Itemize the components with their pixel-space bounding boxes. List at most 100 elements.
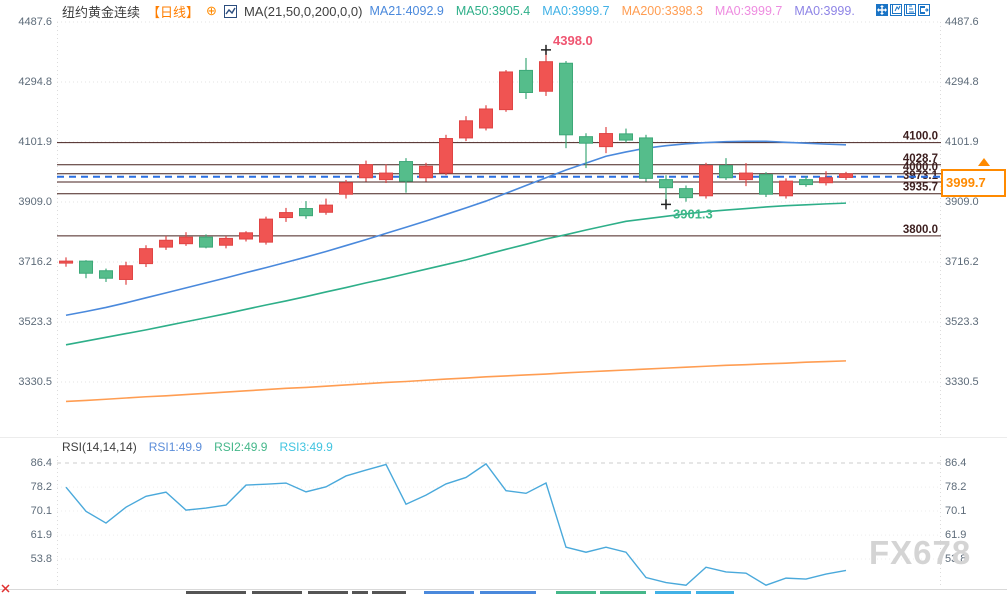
candle bbox=[539, 61, 553, 92]
candle bbox=[139, 248, 153, 265]
ma-legend: MA21:4092.9 MA50:3905.4 MA0:3999.7 MA200:33… bbox=[369, 4, 854, 18]
candle bbox=[299, 208, 313, 217]
candle bbox=[239, 232, 253, 240]
rsi-legend-item: RSI1:49.9 bbox=[148, 440, 203, 454]
clipped-indicator-row bbox=[0, 590, 1007, 594]
fit-x-axis-icon[interactable] bbox=[904, 4, 916, 16]
candle bbox=[219, 237, 233, 246]
rsi-settings-label: RSI(14,14,14) bbox=[62, 440, 137, 454]
level-line-label: 4100.0 bbox=[903, 131, 938, 143]
ma-lines bbox=[65, 140, 847, 403]
candle bbox=[599, 133, 613, 148]
clipped-text-fragment bbox=[424, 591, 474, 594]
candle bbox=[839, 173, 853, 178]
candle bbox=[319, 204, 333, 213]
candle bbox=[399, 161, 413, 182]
candle bbox=[79, 260, 93, 274]
candle bbox=[99, 270, 113, 279]
ma-legend-item: MA200:3398.3 bbox=[621, 4, 703, 18]
rsi-legend: RSI1:49.9 RSI2:49.9 RSI3:49.9 bbox=[149, 440, 333, 454]
clipped-text-fragment bbox=[696, 591, 734, 594]
price-axis-label: 3523.3 bbox=[945, 315, 979, 328]
exit-scale-icon[interactable] bbox=[918, 4, 930, 16]
level-line-label: 3800.0 bbox=[903, 224, 938, 236]
ma-legend-item: MA0:3999.7 bbox=[714, 4, 783, 18]
clipped-text-fragment bbox=[556, 591, 596, 594]
candle bbox=[159, 239, 173, 248]
rsi-axis-label: 61.9 bbox=[30, 529, 52, 542]
rsi-gridlines bbox=[57, 462, 941, 560]
rsi-axis-label: 86.4 bbox=[30, 457, 52, 469]
low-marker: 3901.3 bbox=[661, 199, 713, 221]
candle bbox=[759, 174, 773, 195]
ma-legend-item: MA0:3999. bbox=[794, 4, 855, 18]
low-price-label: 3901.3 bbox=[673, 206, 713, 221]
price-axis-label: 3909.0 bbox=[18, 196, 52, 208]
candle bbox=[479, 108, 493, 129]
price-axis-label: 4101.9 bbox=[945, 135, 979, 148]
add-indicator-icon[interactable]: ⊕ bbox=[206, 3, 217, 18]
candle bbox=[799, 179, 813, 186]
ma-line-ma50 bbox=[65, 202, 847, 346]
clipped-text-fragment bbox=[600, 591, 646, 594]
candle bbox=[779, 180, 793, 197]
ma-legend-item: MA0:3999.7 bbox=[542, 4, 610, 18]
pan-icon[interactable] bbox=[876, 4, 888, 16]
clipped-text-fragment bbox=[372, 591, 406, 594]
ma-indicator-icon bbox=[223, 4, 237, 18]
price-axis-label: 3523.3 bbox=[18, 315, 52, 328]
ma-legend-item: MA50:3905.4 bbox=[455, 4, 531, 18]
rsi-legend-item: RSI2:49.9 bbox=[214, 440, 268, 454]
price-axis-label: 4294.8 bbox=[18, 75, 52, 88]
candle bbox=[639, 137, 653, 179]
level-line-label: 4000.0 bbox=[903, 162, 938, 174]
level-line-label: 3973.1 bbox=[903, 170, 939, 182]
candle bbox=[699, 165, 713, 197]
rsi-axis-label: 53.8 bbox=[945, 553, 967, 565]
fit-y-axis-icon[interactable] bbox=[890, 4, 902, 16]
price-axis-label: 3716.2 bbox=[18, 255, 52, 268]
watermark: FX678 bbox=[869, 534, 972, 571]
level-line-label: 3935.7 bbox=[903, 182, 938, 194]
rsi-axis-label: 53.8 bbox=[30, 553, 52, 565]
candle bbox=[279, 212, 293, 219]
candle bbox=[659, 179, 673, 189]
candle bbox=[119, 265, 133, 280]
candle bbox=[499, 71, 513, 111]
chart-header: 纽约黄金连续 【日线】 ⊕ MA(21,50,0,200,0,0) MA21:4… bbox=[62, 2, 855, 20]
level-line-label: 4028.7 bbox=[903, 153, 938, 165]
candle bbox=[259, 218, 273, 243]
candle bbox=[419, 165, 433, 179]
rsi-line bbox=[65, 462, 847, 586]
price-axis-label: 4487.6 bbox=[18, 16, 52, 28]
candle bbox=[59, 260, 73, 264]
rsi-axis-label: 78.2 bbox=[30, 481, 52, 494]
price-axis-label: 3330.5 bbox=[18, 375, 52, 388]
candle bbox=[619, 133, 633, 141]
clipped-text-fragment bbox=[655, 591, 691, 594]
candle bbox=[339, 182, 353, 195]
timeframe-label[interactable]: 【日线】 bbox=[147, 4, 200, 20]
candle bbox=[579, 136, 593, 144]
candle bbox=[179, 236, 193, 245]
clipped-text-fragment bbox=[252, 591, 302, 594]
ma-line-ma200 bbox=[65, 360, 847, 403]
price-axis-label: 3716.2 bbox=[945, 255, 979, 268]
price-axis-label: 4294.8 bbox=[945, 75, 979, 88]
ma-line-ma21 bbox=[65, 140, 847, 317]
candles bbox=[59, 49, 853, 285]
clipped-text-fragment bbox=[186, 591, 246, 594]
clipped-text-fragment bbox=[352, 591, 368, 594]
candle bbox=[459, 120, 473, 139]
candle bbox=[719, 165, 733, 179]
candle bbox=[739, 172, 753, 181]
candle bbox=[439, 138, 453, 174]
candle bbox=[559, 62, 573, 136]
clipped-text-fragment bbox=[480, 591, 536, 594]
last-price-badge: 3999.7 bbox=[941, 169, 1006, 197]
price-up-arrow-icon bbox=[978, 158, 990, 166]
rsi-header: RSI(14,14,14) RSI1:49.9 RSI2:49.9 RSI3:49.… bbox=[62, 440, 333, 454]
